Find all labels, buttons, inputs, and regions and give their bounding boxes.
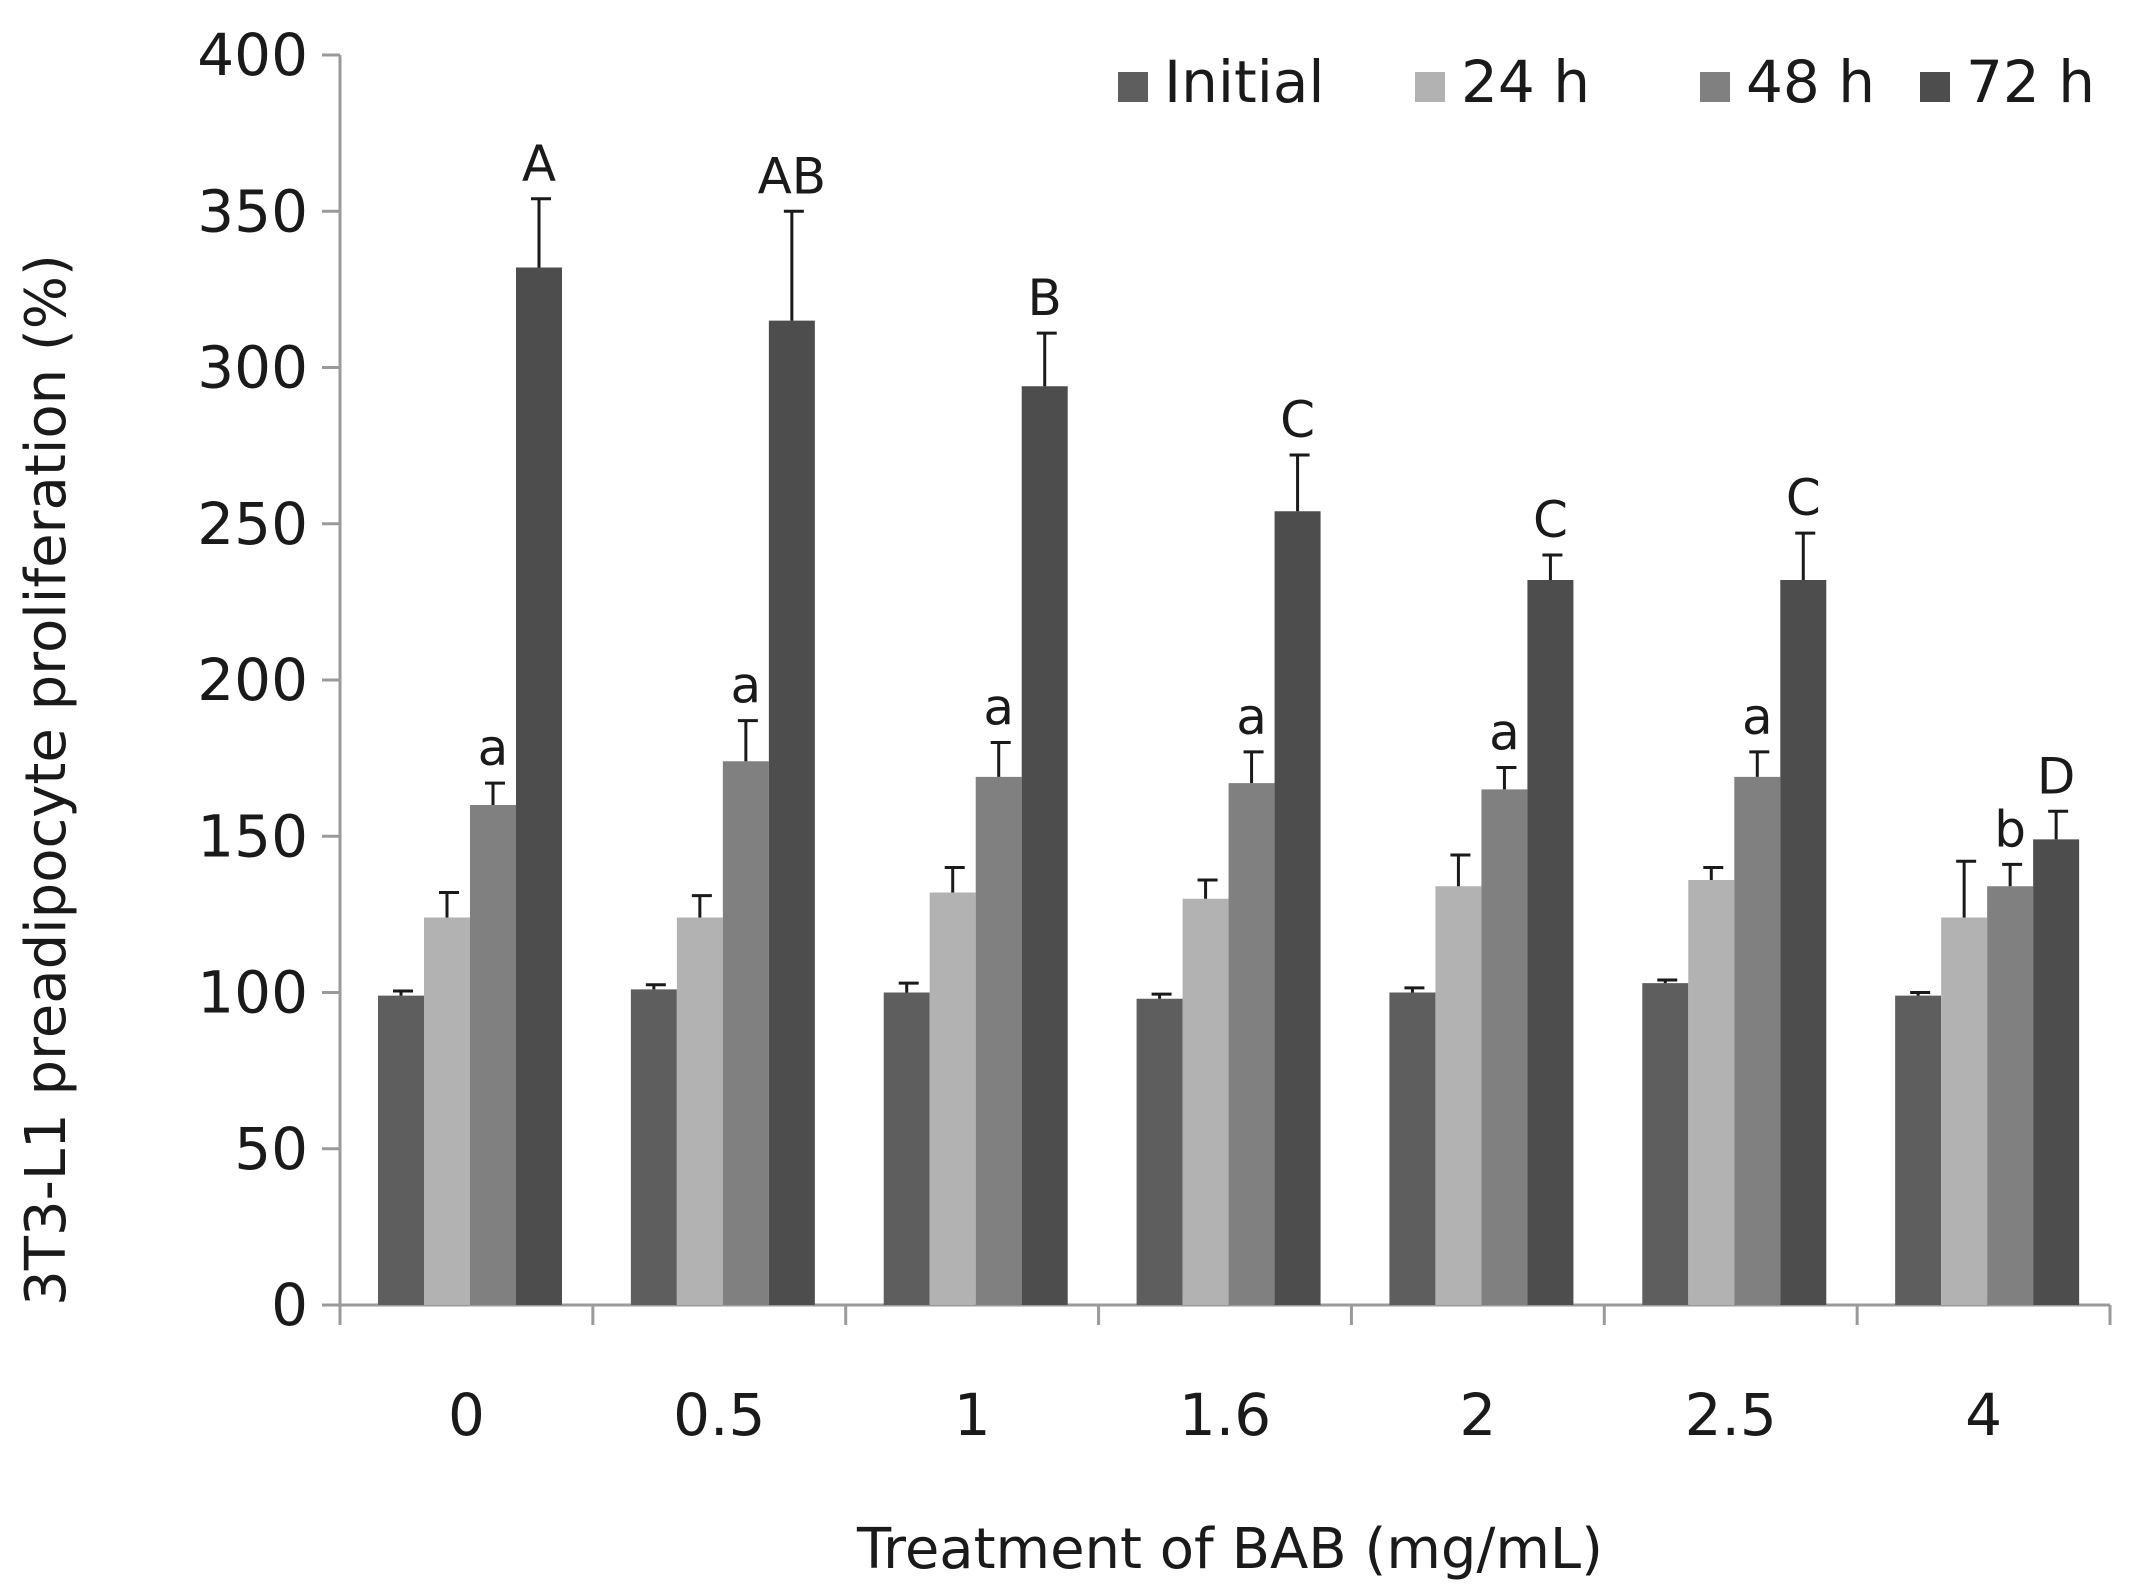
significance-label: AB — [758, 147, 827, 205]
bar-initial — [1136, 998, 1183, 1305]
legend-label: 72 h — [1966, 48, 2095, 116]
y-tick-label: 250 — [197, 490, 308, 558]
significance-label: D — [2037, 747, 2076, 805]
bar-72h — [1274, 511, 1321, 1305]
legend-swatch — [1415, 72, 1445, 102]
bar-initial — [630, 989, 677, 1305]
bar-48h — [1481, 789, 1528, 1305]
x-tick-label: 2.5 — [1685, 1381, 1777, 1449]
significance-label: a — [1489, 704, 1520, 762]
bar-48h — [470, 805, 516, 1305]
x-axis-title: Treatment of BAB (mg/mL) — [856, 1517, 1603, 1582]
bar-initial — [883, 992, 930, 1305]
bar-24h — [424, 917, 470, 1305]
significance-label: A — [522, 135, 556, 193]
bar-72h — [516, 267, 562, 1305]
significance-label: B — [1028, 269, 1062, 327]
y-tick-label: 300 — [197, 334, 308, 402]
bar-48h — [975, 776, 1022, 1305]
bar-72h — [1021, 386, 1068, 1305]
x-tick-label: 0.5 — [673, 1381, 765, 1449]
bar-24h — [1435, 886, 1482, 1305]
significance-label: a — [1742, 688, 1773, 746]
bar-72h — [1527, 580, 1574, 1305]
y-axis-title: 3T3-L1 preadipocyte proliferation (%) — [14, 254, 79, 1306]
bar-initial — [1895, 995, 1942, 1305]
bar-initial — [1642, 983, 1689, 1305]
legend-label: 48 h — [1746, 48, 1875, 116]
bar-48h — [1734, 776, 1781, 1305]
legend-swatch — [1118, 72, 1148, 102]
bar-72h — [768, 320, 815, 1305]
legend-swatch — [1920, 72, 1950, 102]
y-tick-label: 50 — [234, 1115, 308, 1183]
bar-initial — [1389, 992, 1436, 1305]
bar-24h — [1182, 898, 1229, 1305]
x-axis: 0 0.5 1 1.6 2 2.5 4 — [338, 1303, 2112, 1449]
significance-label: b — [1994, 800, 2026, 858]
y-tick-label: 350 — [197, 177, 308, 245]
x-tick-label: 2 — [1459, 1381, 1496, 1449]
bar-48h — [1987, 886, 2034, 1305]
significance-label: C — [1280, 391, 1315, 449]
error-bars-layer — [393, 197, 2069, 999]
bar-72h — [1780, 580, 1827, 1305]
significance-label: a — [731, 657, 762, 715]
legend: Initial 24 h 48 h 72 h — [1118, 48, 2095, 116]
y-tick-label: 0 — [271, 1271, 308, 1339]
y-tick-label: 200 — [197, 646, 308, 714]
legend-swatch — [1700, 72, 1730, 102]
bar-24h — [929, 892, 976, 1305]
y-axis: 0 50 100 150 200 250 300 350 400 — [197, 21, 342, 1339]
bar-24h — [1941, 917, 1988, 1305]
significance-label: C — [1786, 469, 1821, 527]
y-tick-label: 400 — [197, 21, 308, 89]
x-tick-label: 0 — [448, 1381, 485, 1449]
bar-48h — [1228, 783, 1275, 1305]
bar-72h — [2033, 839, 2080, 1305]
legend-label: Initial — [1164, 48, 1325, 116]
x-tick-label: 1.6 — [1179, 1381, 1271, 1449]
significance-labels: a Aa AB a Ba Ca Ca CbD — [478, 135, 2076, 859]
bars-layer — [378, 267, 2080, 1305]
significance-label: a — [478, 719, 509, 777]
bar-48h — [722, 761, 769, 1305]
significance-label: a — [1236, 688, 1267, 746]
y-tick-label: 100 — [197, 959, 308, 1027]
bar-24h — [1688, 880, 1735, 1305]
y-tick-label: 150 — [197, 802, 308, 870]
bar-24h — [676, 917, 723, 1305]
bar-initial — [378, 995, 424, 1305]
significance-label: C — [1533, 491, 1568, 549]
x-tick-label: 1 — [954, 1381, 991, 1449]
legend-label: 24 h — [1461, 48, 1590, 116]
significance-label: a — [983, 679, 1014, 737]
x-tick-label: 4 — [1965, 1381, 2002, 1449]
